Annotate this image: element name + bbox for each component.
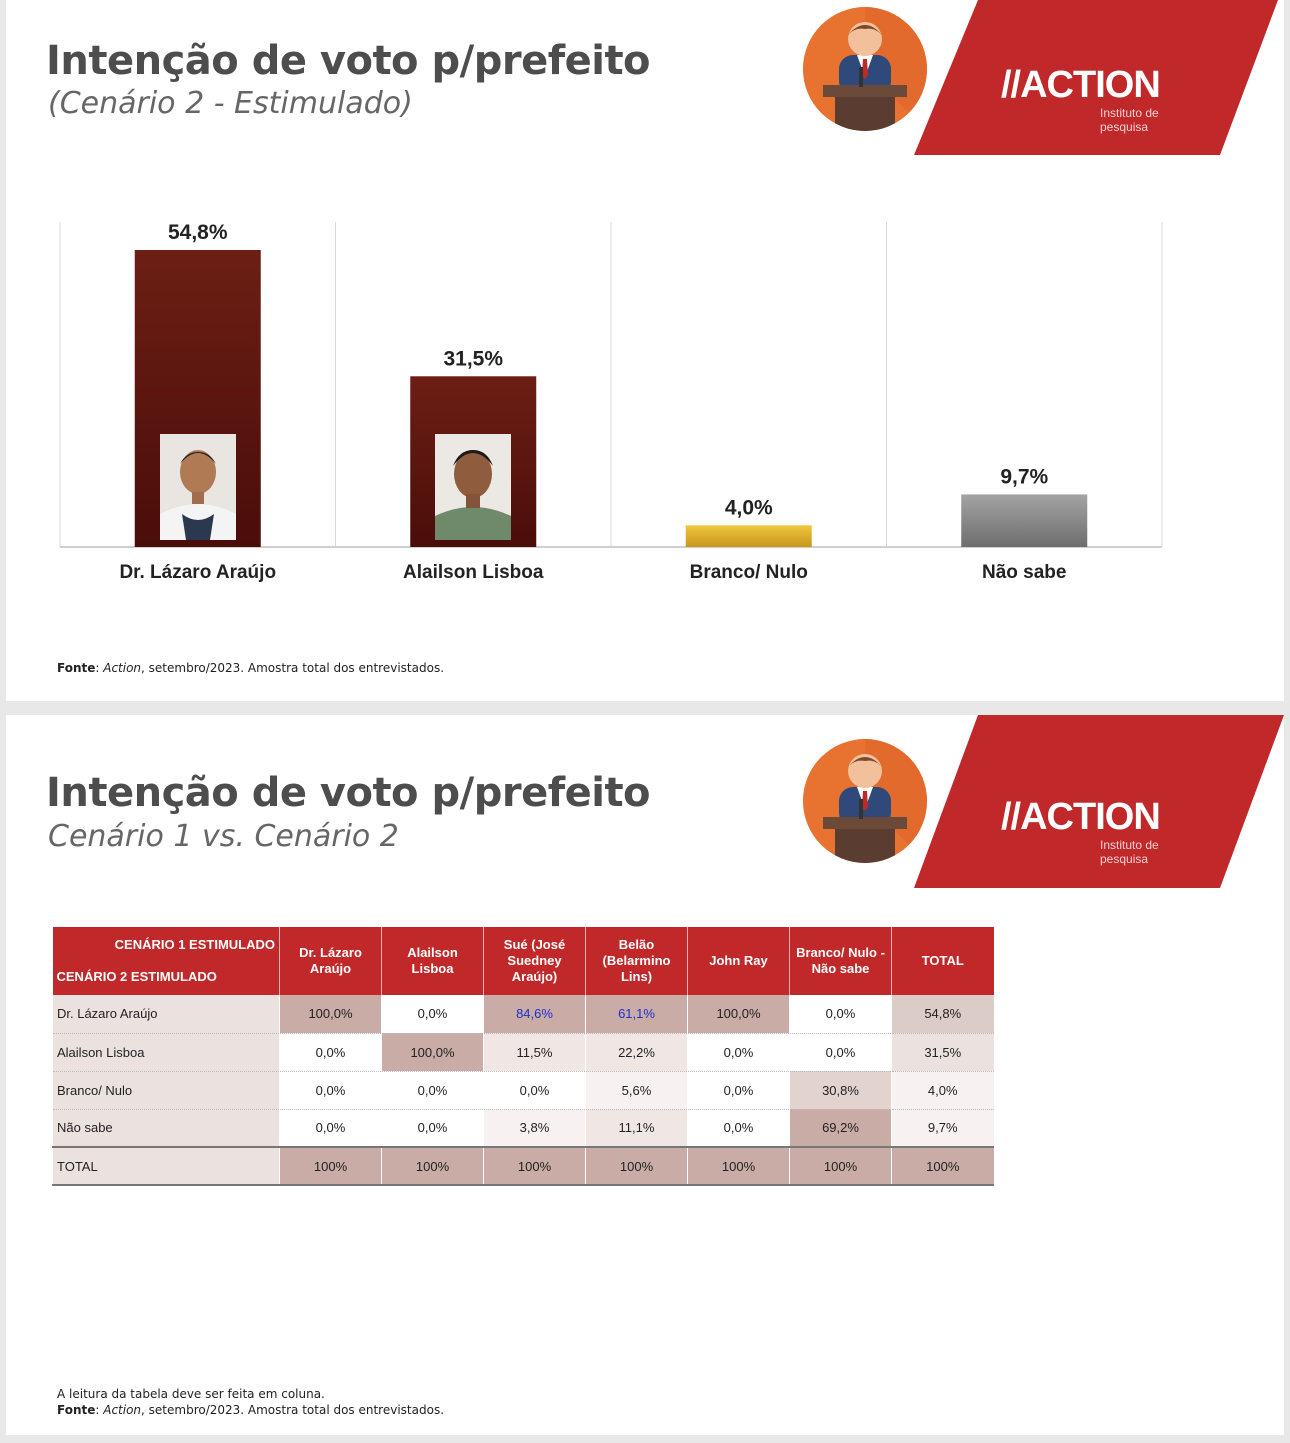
table-cell: 84,6% [483, 995, 586, 1034]
logo-tagline-1: Instituto de [1100, 106, 1159, 120]
table-cell: 0,0% [381, 1071, 484, 1110]
table-cell: 100% [585, 1146, 688, 1186]
table-cell: 9,7% [891, 1109, 994, 1148]
table-cell: 100,0% [279, 995, 382, 1034]
table-reading-note: A leitura da tabela deve ser feita em co… [57, 1387, 325, 1401]
crosstab-table: CENÁRIO 1 ESTIMULADO CENÁRIO 2 ESTIMULAD… [52, 927, 994, 1186]
row-label: TOTAL [52, 1146, 280, 1186]
logo-band [914, 0, 1278, 155]
table-cell: 22,2% [585, 1033, 688, 1072]
column-header: Sué (José Suedney Araújo) [483, 927, 586, 995]
speaker-avatar-icon [803, 739, 927, 863]
table-cell: 4,0% [891, 1071, 994, 1110]
column-header: Alailson Lisboa [381, 927, 484, 995]
table-cell: 0,0% [789, 995, 892, 1034]
column-header: Branco/ Nulo - Não sabe [789, 927, 892, 995]
logo-tagline-2: pesquisa [1100, 852, 1149, 866]
slide-cenario-2: Intenção de voto p/prefeito (Cenário 2 -… [6, 0, 1284, 701]
logo-band [914, 715, 1284, 888]
table-cell: 100% [483, 1146, 586, 1186]
candidate-photo-alailson [435, 434, 511, 540]
table-cell: 0,0% [381, 995, 484, 1034]
corner-bottom-label: CENÁRIO 2 ESTIMULADO [56, 969, 217, 984]
page-title-2: Intenção de voto p/prefeito [46, 770, 651, 816]
bar [685, 525, 812, 547]
row-label: Branco/ Nulo [52, 1071, 280, 1110]
page-subtitle: (Cenário 2 - Estimulado) [48, 86, 413, 121]
candidate-photo-lazaro [160, 434, 236, 540]
column-header: TOTAL [891, 927, 994, 995]
row-label: Alailson Lisboa [52, 1033, 280, 1072]
table-cell: 100,0% [687, 995, 790, 1034]
table-cell: 0,0% [279, 1071, 382, 1110]
table-cell: 3,8% [483, 1109, 586, 1148]
table-cell: 0,0% [687, 1071, 790, 1110]
bar [961, 494, 1088, 547]
action-logo: //ACTION [1001, 796, 1161, 838]
table-cell: 0,0% [789, 1033, 892, 1072]
source-note: Fonte: Action, setembro/2023. Amostra to… [57, 661, 445, 675]
table-row: Dr. Lázaro Araújo 100,0% 0,0% 84,6% 61,1% 100… [52, 995, 994, 1034]
bar-chart: 54,8% Dr. Lázaro Araújo 31,5% Alailson Lisb… [59, 221, 1163, 583]
table-cell: 0,0% [687, 1033, 790, 1072]
row-label: Dr. Lázaro Araújo [52, 995, 280, 1034]
page-title: Intenção de voto p/prefeito [46, 38, 651, 84]
table-cell: 0,0% [279, 1033, 382, 1072]
column-header: John Ray [687, 927, 790, 995]
table-cell: 100,0% [381, 1033, 484, 1072]
category-label: Alailson Lisboa [403, 562, 544, 583]
table-row: Branco/ Nulo 0,0% 0,0% 0,0% 5,6% 0,0% 30,8% 4,0… [52, 1071, 994, 1110]
table-cell: 100% [891, 1146, 994, 1186]
logo-tagline-2: pesquisa [1100, 120, 1149, 134]
bar-value-label: 9,7% [1000, 465, 1048, 488]
bar-value-label: 54,8% [168, 221, 228, 244]
category-label: Branco/ Nulo [690, 562, 808, 583]
action-logo: //ACTION [1001, 64, 1161, 106]
table-cell: 11,5% [483, 1033, 586, 1072]
corner-top-label: CENÁRIO 1 ESTIMULADO [114, 937, 275, 952]
table-cell: 100% [789, 1146, 892, 1186]
table-cell: 0,0% [687, 1109, 790, 1148]
speaker-avatar-icon [803, 7, 927, 131]
table-cell: 100% [381, 1146, 484, 1186]
column-header: Dr. Lázaro Araújo [279, 927, 382, 995]
source-note-2: Fonte: Action, setembro/2023. Amostra to… [57, 1403, 445, 1417]
page-subtitle-2: Cenário 1 vs. Cenário 2 [48, 819, 399, 854]
table-cell: 5,6% [585, 1071, 688, 1110]
table-cell: 11,1% [585, 1109, 688, 1148]
bar-value-label: 4,0% [725, 496, 773, 519]
category-label: Dr. Lázaro Araújo [119, 562, 276, 583]
table-cell: 54,8% [891, 995, 994, 1034]
table-corner-header: CENÁRIO 1 ESTIMULADO CENÁRIO 2 ESTIMULAD… [52, 927, 280, 995]
row-label: Não sabe [52, 1109, 280, 1148]
table-row: TOTAL 100% 100% 100% 100% 100% 100% 100% [52, 1146, 994, 1186]
table-cell: 0,0% [279, 1109, 382, 1148]
category-label: Não sabe [982, 562, 1066, 583]
table-row: Alailson Lisboa 0,0% 100,0% 11,5% 22,2% 0,0% 0… [52, 1033, 994, 1072]
slide-cenario-comparison: Intenção de voto p/prefeito Cenário 1 vs… [6, 715, 1284, 1435]
table-cell: 61,1% [585, 995, 688, 1034]
table-cell: 31,5% [891, 1033, 994, 1072]
table-cell: 30,8% [789, 1071, 892, 1110]
column-header: Belão (Belarmino Lins) [585, 927, 688, 995]
table-cell: 0,0% [483, 1071, 586, 1110]
table-row: Não sabe 0,0% 0,0% 3,8% 11,1% 0,0% 69,2% 9,7% [52, 1109, 994, 1148]
table-cell: 69,2% [789, 1109, 892, 1148]
table-header-row: CENÁRIO 1 ESTIMULADO CENÁRIO 2 ESTIMULAD… [52, 927, 994, 995]
logo-tagline-1: Instituto de [1100, 838, 1159, 852]
table-cell: 0,0% [381, 1109, 484, 1148]
table-cell: 100% [279, 1146, 382, 1186]
bar-value-label: 31,5% [443, 347, 503, 370]
table-cell: 100% [687, 1146, 790, 1186]
